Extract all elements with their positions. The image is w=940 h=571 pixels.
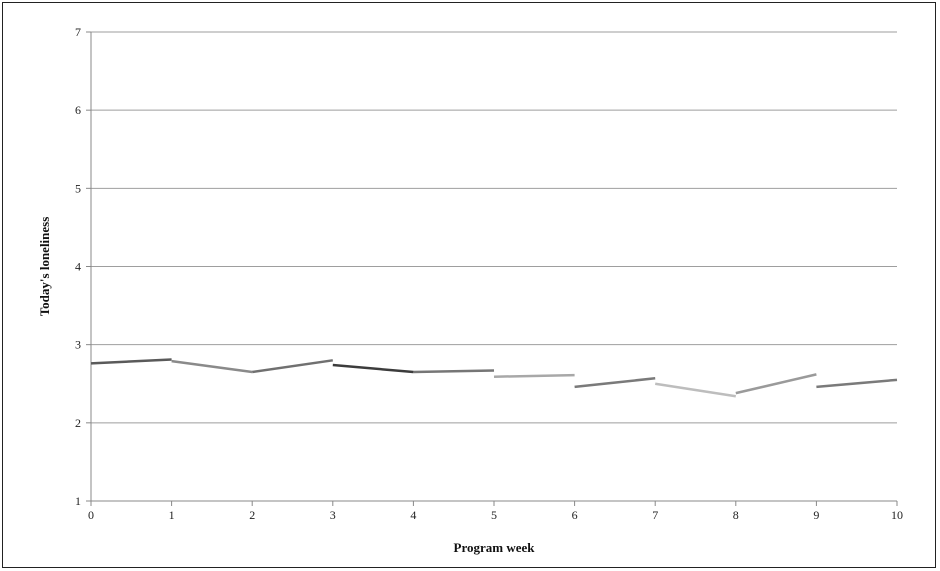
x-tick-label: 3 bbox=[330, 508, 336, 522]
x-tick-label: 1 bbox=[169, 508, 175, 522]
line-segment-week-7-8 bbox=[655, 382, 736, 398]
line-segment-week-8-9 bbox=[735, 373, 817, 395]
y-tick-label: 6 bbox=[75, 103, 81, 117]
line-segment-week-2-3 bbox=[252, 359, 333, 374]
x-tick-labels: 0 1 2 3 4 5 6 7 8 9 10 bbox=[88, 508, 903, 522]
x-tick-label: 9 bbox=[813, 508, 819, 522]
x-tick-label: 8 bbox=[733, 508, 739, 522]
x-tick-label: 4 bbox=[410, 508, 416, 522]
line-segment-week-4-5 bbox=[413, 369, 495, 374]
x-tick-label: 0 bbox=[88, 508, 94, 522]
y-tick-label: 3 bbox=[75, 338, 81, 352]
line-segment-week-6-7 bbox=[574, 377, 656, 389]
y-tick-label: 2 bbox=[75, 416, 81, 430]
series-segments bbox=[90, 358, 898, 398]
line-segment-week-5-6 bbox=[493, 373, 575, 378]
x-tick-label: 7 bbox=[652, 508, 658, 522]
x-tick-label: 6 bbox=[572, 508, 578, 522]
x-tick-label: 5 bbox=[491, 508, 497, 522]
line-segment-week-3-4 bbox=[332, 363, 414, 374]
line-segment-week-9-10 bbox=[816, 378, 898, 389]
line-segment-week-0-1 bbox=[90, 358, 172, 365]
x-tick-label: 2 bbox=[249, 508, 255, 522]
y-tick-label: 7 bbox=[75, 25, 81, 39]
x-axis-label: Program week bbox=[454, 540, 536, 555]
axes bbox=[86, 31, 898, 506]
y-tick-label: 5 bbox=[75, 181, 81, 195]
y-tick-labels: 1 2 3 4 5 6 7 bbox=[75, 25, 81, 508]
y-tick-label: 1 bbox=[75, 494, 81, 508]
line-segment-week-1-2 bbox=[171, 359, 253, 374]
y-axis-label: Today's loneliness bbox=[37, 217, 52, 317]
y-tick-label: 4 bbox=[75, 260, 81, 274]
x-tick-label: 10 bbox=[891, 508, 903, 522]
gridlines bbox=[91, 31, 897, 424]
